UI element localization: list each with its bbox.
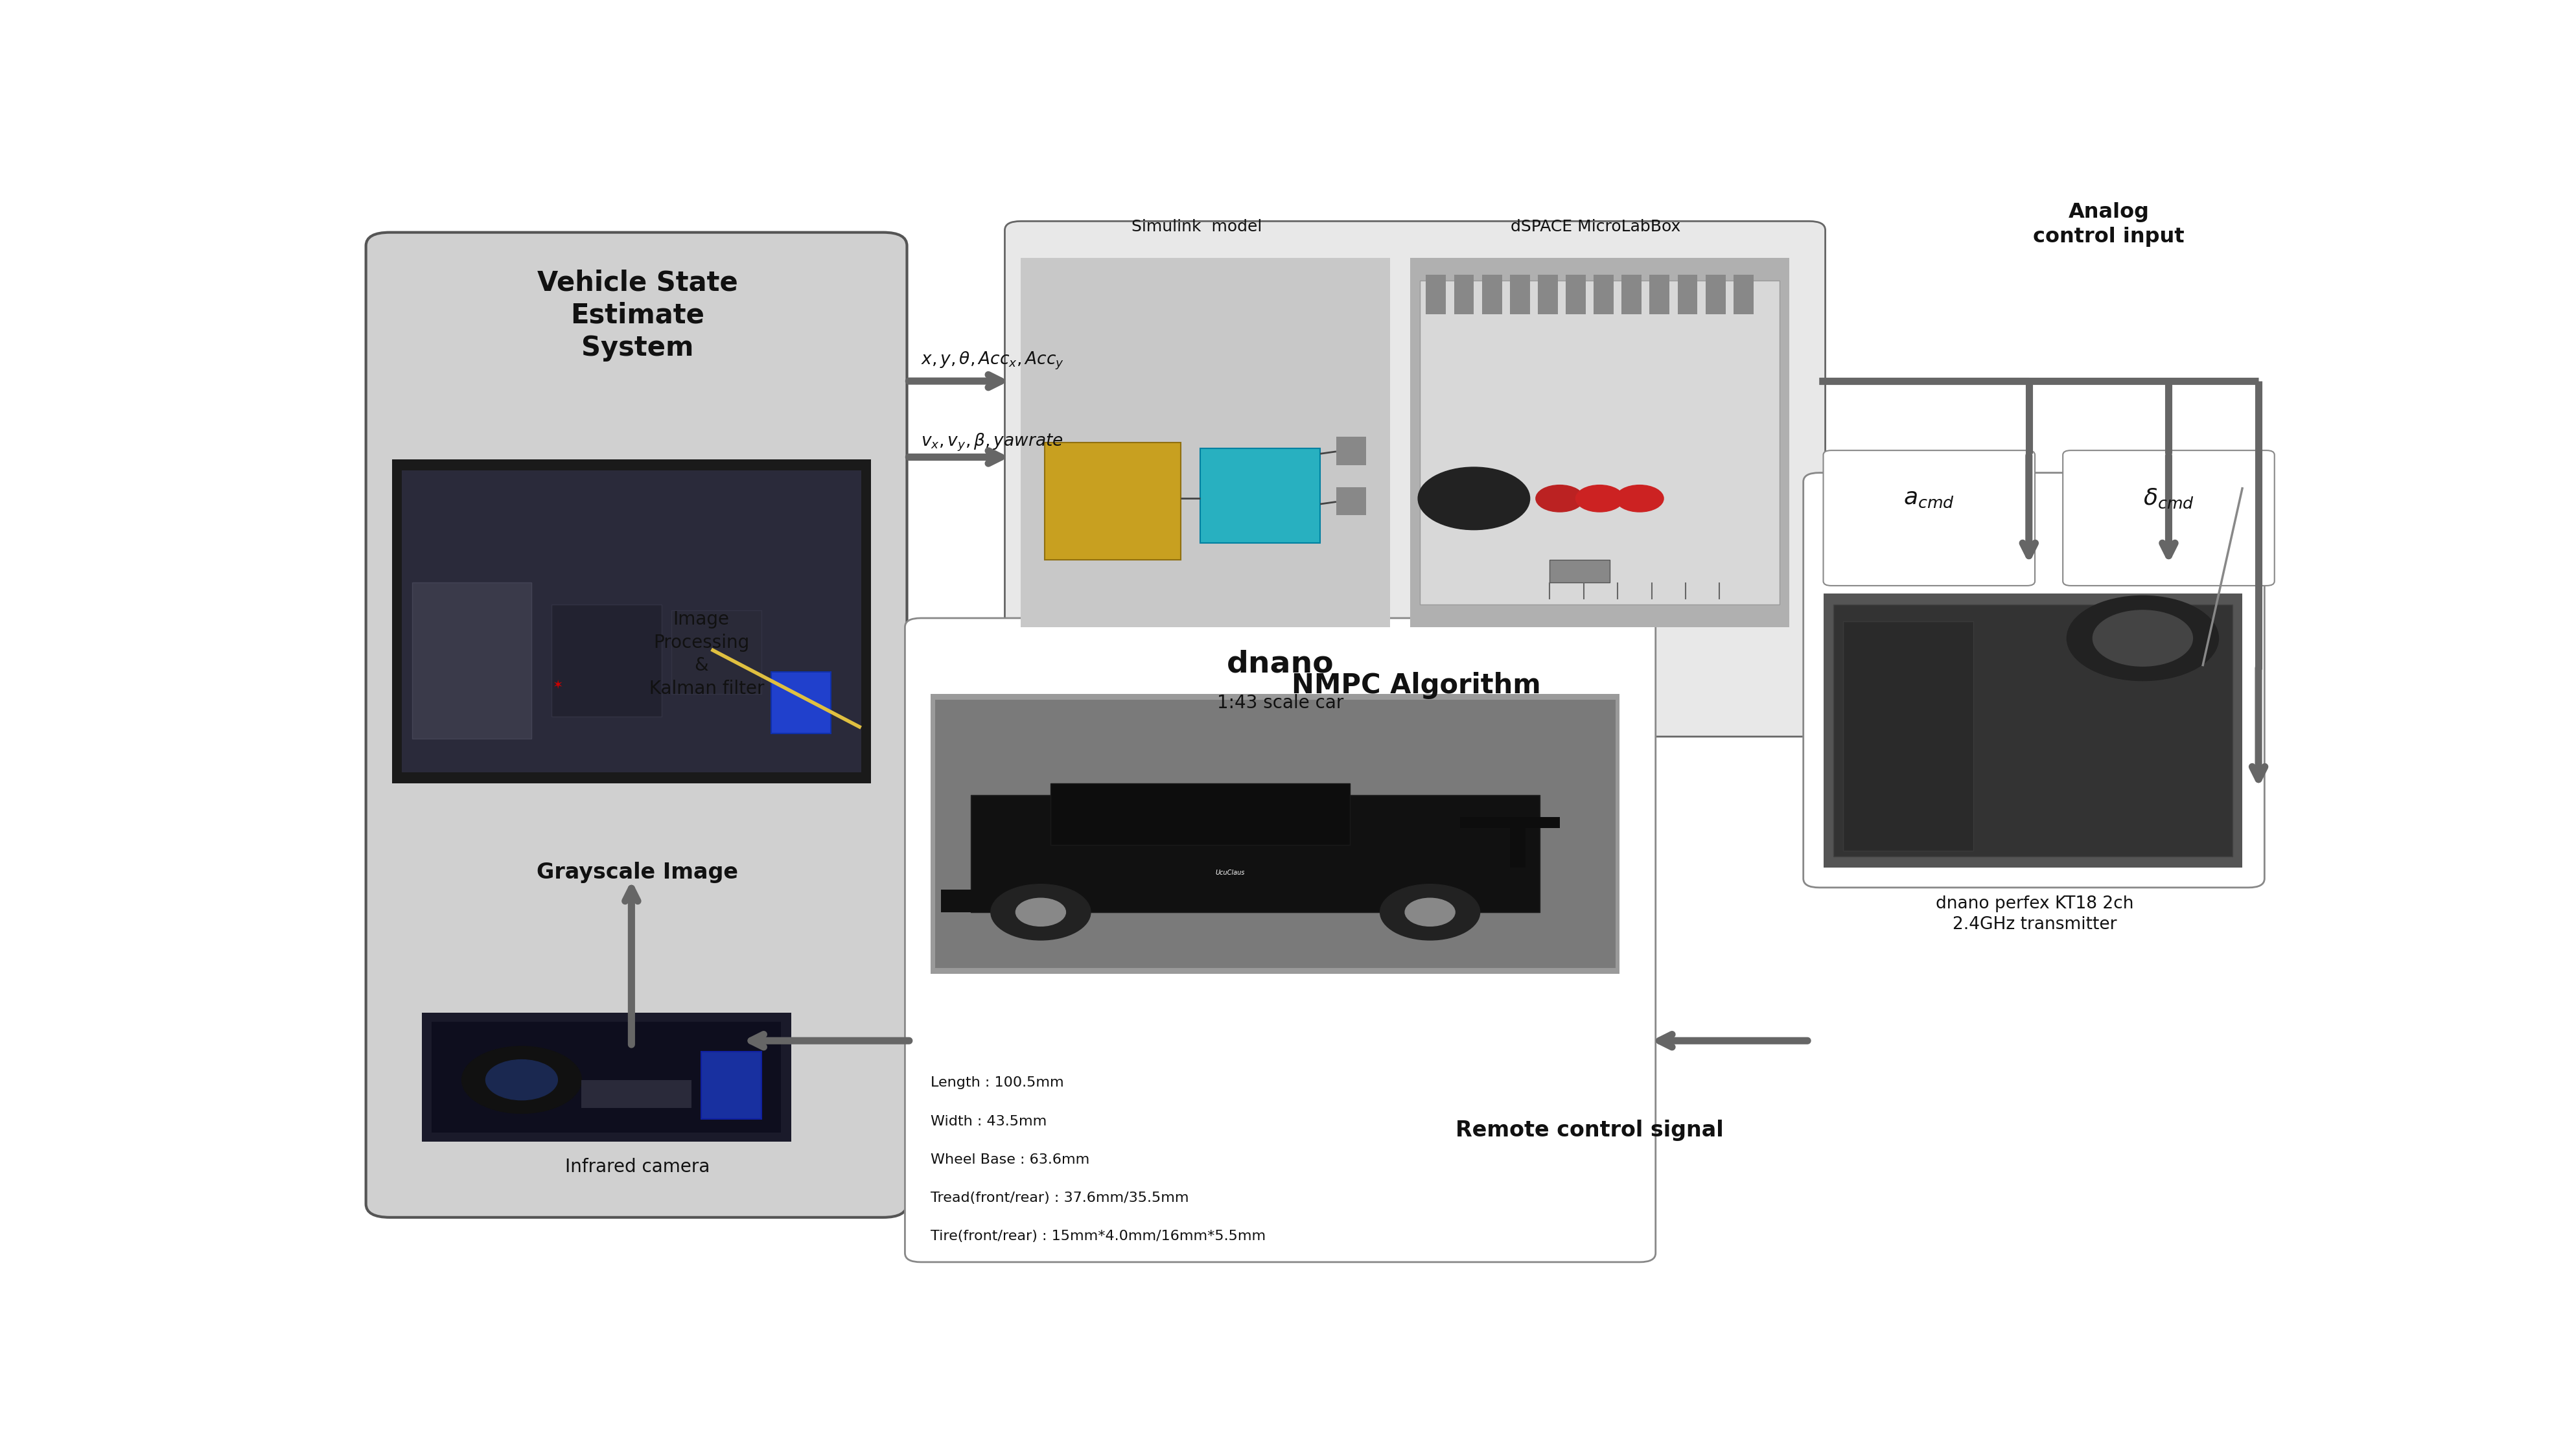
Text: Length : 100.5mm

Width : 43.5mm

Wheel Base : 63.6mm

Tread(front/rear) : 37.6m: Length : 100.5mm Width : 43.5mm Wheel Ba… <box>930 1076 1265 1243</box>
FancyBboxPatch shape <box>904 619 1656 1262</box>
Circle shape <box>461 1047 582 1114</box>
Text: Infrared camera: Infrared camera <box>564 1159 711 1176</box>
Bar <box>1337 488 1365 515</box>
Bar <box>1649 274 1669 314</box>
Text: $x, y, \theta, Acc_x, Acc_y$: $x, y, \theta, Acc_x, Acc_y$ <box>922 350 1064 372</box>
Bar <box>672 610 762 694</box>
FancyBboxPatch shape <box>1824 450 2035 585</box>
Bar <box>1834 604 2233 857</box>
Text: Grayscale Image: Grayscale Image <box>536 862 739 883</box>
Bar <box>1566 274 1587 314</box>
Text: Image
Processing
&
  Kalman filter: Image Processing & Kalman filter <box>639 610 765 698</box>
Text: dnano: dnano <box>1226 649 1334 678</box>
Bar <box>422 1013 791 1141</box>
Circle shape <box>2066 595 2218 681</box>
Text: UcuClaus: UcuClaus <box>1216 870 1244 876</box>
Text: Simulink  model: Simulink model <box>1131 219 1262 235</box>
Bar <box>1538 274 1558 314</box>
Bar <box>1595 274 1613 314</box>
Circle shape <box>1615 485 1664 513</box>
Bar <box>1510 823 1525 867</box>
FancyBboxPatch shape <box>366 232 907 1217</box>
Bar <box>930 694 1620 974</box>
Bar <box>1419 280 1780 604</box>
Bar <box>1051 784 1350 845</box>
Text: dnano perfex KT18 2ch
2.4GHz transmitter: dnano perfex KT18 2ch 2.4GHz transmitter <box>1937 896 2133 934</box>
FancyBboxPatch shape <box>1803 473 2264 887</box>
Circle shape <box>1015 899 1066 926</box>
Bar <box>392 459 871 784</box>
Text: $v_x, v_y, \beta, yawrate$: $v_x, v_y, \beta, yawrate$ <box>922 433 1064 453</box>
Bar <box>1337 437 1365 465</box>
Bar <box>433 1022 781 1133</box>
Text: 1:43 scale car: 1:43 scale car <box>1216 694 1345 713</box>
Bar <box>935 700 1615 968</box>
Text: Remote control signal: Remote control signal <box>1455 1119 1723 1141</box>
Bar <box>1481 274 1502 314</box>
Bar <box>1623 274 1641 314</box>
Text: dSPACE MicroLabBox: dSPACE MicroLabBox <box>1510 219 1680 235</box>
Text: $a_{cmd}$: $a_{cmd}$ <box>1904 488 1955 510</box>
Bar <box>1734 274 1754 314</box>
Circle shape <box>1577 485 1623 513</box>
Bar <box>971 794 1540 912</box>
Bar <box>1200 449 1319 543</box>
Bar <box>1046 443 1180 560</box>
Bar <box>1461 817 1561 828</box>
Circle shape <box>1417 468 1530 530</box>
Bar <box>1844 621 1973 851</box>
Circle shape <box>2092 610 2192 666</box>
Bar <box>1020 258 1391 627</box>
FancyBboxPatch shape <box>1005 221 1826 736</box>
Circle shape <box>992 884 1090 939</box>
Circle shape <box>1535 485 1584 513</box>
Bar <box>1510 274 1530 314</box>
Text: NMPC Algorithm: NMPC Algorithm <box>1291 672 1540 698</box>
Bar <box>1824 594 2244 867</box>
Circle shape <box>1381 884 1479 939</box>
Bar <box>1453 274 1473 314</box>
Text: $\delta_{cmd}$: $\delta_{cmd}$ <box>2143 486 2195 510</box>
Text: Vehicle State
Estimate
System: Vehicle State Estimate System <box>536 269 737 362</box>
Bar <box>551 604 662 716</box>
Text: ✶: ✶ <box>551 680 564 691</box>
Text: Analog
control input: Analog control input <box>2032 202 2184 247</box>
Bar <box>701 1051 762 1119</box>
Bar <box>1409 258 1790 627</box>
Bar <box>1427 274 1445 314</box>
Circle shape <box>487 1060 556 1101</box>
Bar <box>1677 274 1698 314</box>
Bar <box>770 672 832 733</box>
Bar <box>1705 274 1726 314</box>
Circle shape <box>1404 899 1455 926</box>
Bar <box>1551 560 1610 582</box>
Bar <box>412 582 531 739</box>
Bar <box>582 1080 690 1108</box>
Bar <box>402 470 860 772</box>
Bar <box>940 890 992 912</box>
FancyBboxPatch shape <box>2063 450 2275 585</box>
